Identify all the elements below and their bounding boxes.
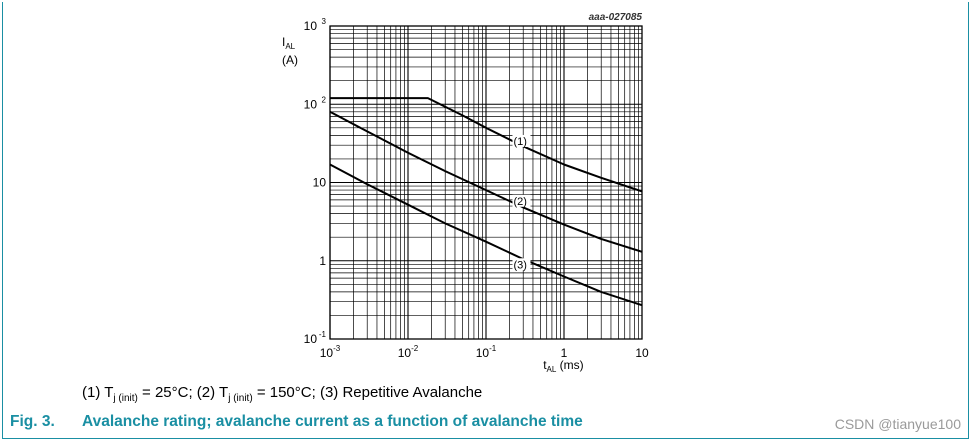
series-1-label-bg	[512, 134, 531, 147]
x-tick-label: 10-2	[398, 344, 419, 360]
series-1-label: (1)	[513, 136, 526, 148]
y-tick-exponent: 3	[322, 17, 327, 26]
y-tick-label: 10	[313, 176, 327, 190]
series-1-line	[330, 97, 643, 193]
figure-title: Avalanche rating; avalanche current as a…	[82, 413, 583, 430]
figure-frame	[2, 2, 969, 439]
figure-caption: Fig. 3. Avalanche rating; avalanche curre…	[10, 413, 583, 431]
y-tick-label: 10	[304, 97, 318, 111]
x-tick-label: 10-3	[320, 344, 341, 360]
y-tick-label: 10	[304, 19, 318, 33]
x-axis-title: tAL (ms)	[543, 358, 583, 374]
chart-grid	[329, 26, 642, 340]
watermark: CSDN @tianyue100	[834, 416, 961, 432]
x-tick-label: 10	[635, 346, 649, 360]
y-tick-label: 1	[319, 254, 326, 268]
series-3-label: (3)	[513, 259, 526, 271]
plot-border	[329, 25, 643, 340]
x-tick-label: 10-1	[476, 344, 497, 360]
series-3-label-bg	[512, 258, 531, 271]
y-axis-unit: (A)	[282, 53, 298, 67]
y-tick-exponent: -1	[319, 330, 327, 339]
y-tick-exponent: 2	[322, 95, 327, 104]
curve-legend: (1) Tj (init) = 25°C; (2) Tj (init) = 15…	[82, 384, 483, 404]
chart-code: aaa-027085	[589, 12, 643, 23]
avalanche-chart: aaa-027085 IAL (A) tAL (ms) 10-3 10-2 10-1…	[282, 12, 649, 374]
series-2-line	[329, 110, 643, 253]
chart-curves: (1) (2) (3)	[329, 97, 643, 307]
y-tick-label: 10	[304, 332, 318, 346]
series-3-line	[329, 163, 643, 307]
y-axis-title: IAL	[282, 35, 296, 51]
x-tick-label: 1	[561, 346, 568, 360]
x-tick-labels: 10-3 10-2 10-1 1 10	[320, 344, 649, 360]
series-2-label-bg	[512, 194, 531, 207]
series-2-label: (2)	[513, 196, 526, 208]
figure-number: Fig. 3.	[10, 413, 55, 430]
